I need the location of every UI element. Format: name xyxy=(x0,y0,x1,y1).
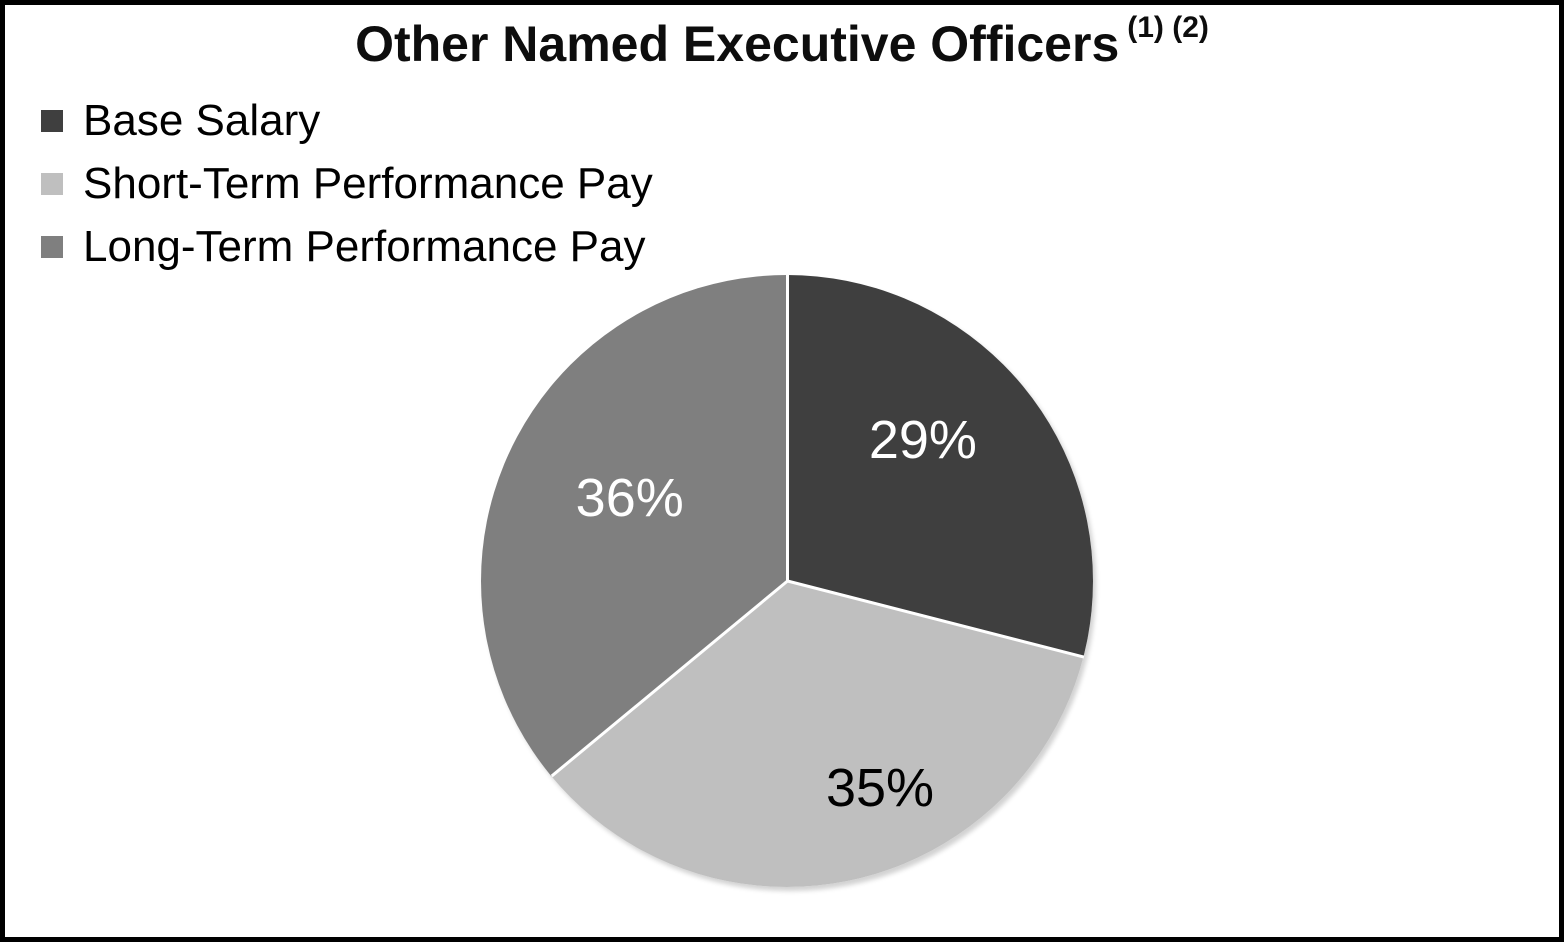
legend-label-base-salary: Base Salary xyxy=(83,96,321,145)
legend-swatch-base-salary xyxy=(41,110,63,132)
legend-label-short-term-performance-pay: Short-Term Performance Pay xyxy=(83,159,653,208)
slice-divider-line xyxy=(786,579,1084,659)
slice-divider-line xyxy=(550,579,788,778)
legend-swatch-long-term-performance-pay xyxy=(41,236,63,258)
slice-divider-line xyxy=(785,275,789,581)
pie-chart: 29% 35% 36% xyxy=(481,275,1093,887)
slice-label-short-term-performance-pay: 35% xyxy=(825,757,935,818)
slice-label-long-term-performance-pay: 36% xyxy=(575,467,684,528)
chart-title: Other Named Executive Officers (1) (2) xyxy=(5,11,1559,73)
legend-item-short-term-performance-pay: Short-Term Performance Pay xyxy=(41,160,653,208)
legend-item-long-term-performance-pay: Long-Term Performance Pay xyxy=(41,223,653,271)
legend-item-base-salary: Base Salary xyxy=(41,97,653,145)
legend-label-long-term-performance-pay: Long-Term Performance Pay xyxy=(83,222,646,271)
slice-label-base-salary: 29% xyxy=(868,410,977,471)
legend: Base Salary Short-Term Performance Pay L… xyxy=(41,97,653,271)
chart-title-text: Other Named Executive Officers xyxy=(355,16,1120,72)
legend-swatch-short-term-performance-pay xyxy=(41,173,63,195)
chart-title-footnote-refs: (1) (2) xyxy=(1127,11,1209,45)
